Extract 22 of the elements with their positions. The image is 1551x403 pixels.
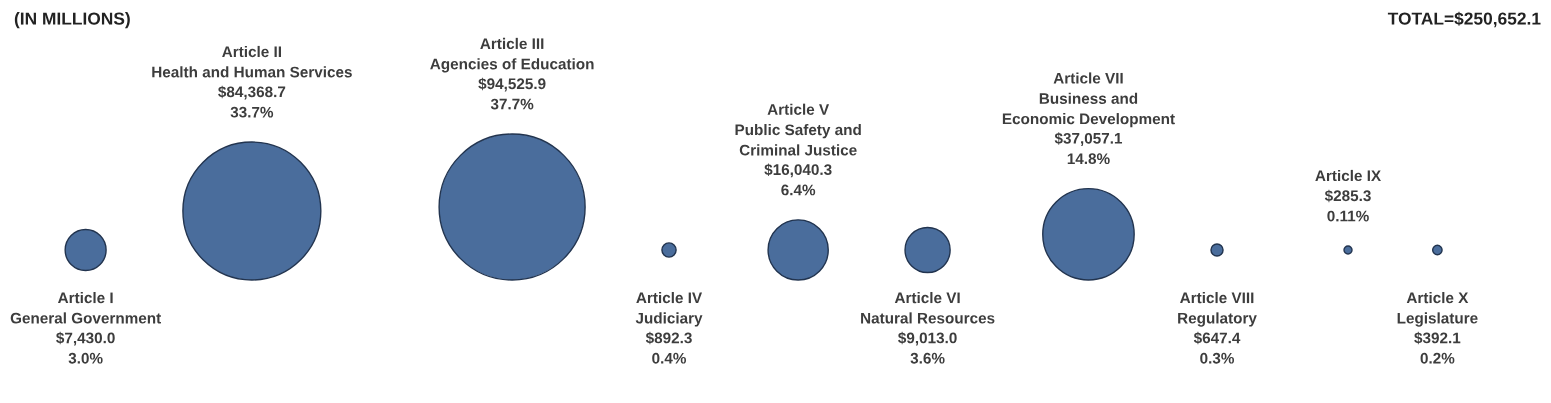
data-label: $9,013.0 3.6% [898, 331, 957, 364]
data-label: $84,368.7 33.7% [218, 85, 286, 118]
data-label: $7,430.0 3.0% [56, 331, 115, 364]
category-label: Article IX [1315, 169, 1381, 182]
data-label: $285.3 0.11% [1324, 189, 1371, 222]
category-label: Article II Health and Human Services [152, 45, 352, 78]
category-label: Article IV Judiciary [635, 292, 703, 327]
category-label: Article X Legislature [1397, 292, 1478, 327]
data-label: $647.4 0.3% [1193, 331, 1241, 364]
category-label: Article III Agencies of Education [430, 37, 594, 73]
category-label: Article VII Business and Economic Development [1002, 72, 1175, 128]
data-label: $16,040.3 6.4% [764, 163, 832, 196]
data-label: $37,057.1 14.8% [1054, 132, 1123, 165]
data-label: $94,525.9 37.7% [478, 77, 546, 110]
category-label: Article I General Government [10, 292, 162, 324]
data-label: $392.1 0.2% [1414, 331, 1461, 364]
category-label: Article VIII Regulatory [1178, 292, 1257, 327]
text: (IN MILLIONS) [14, 12, 130, 29]
text: TOTAL=$250,652.1 [1387, 11, 1541, 28]
category-label: Article VI Natural Resources [861, 292, 995, 324]
data-label: $892.3 0.4% [645, 331, 692, 364]
category-label: Article V Public Safety and Criminal Justice [735, 103, 861, 156]
